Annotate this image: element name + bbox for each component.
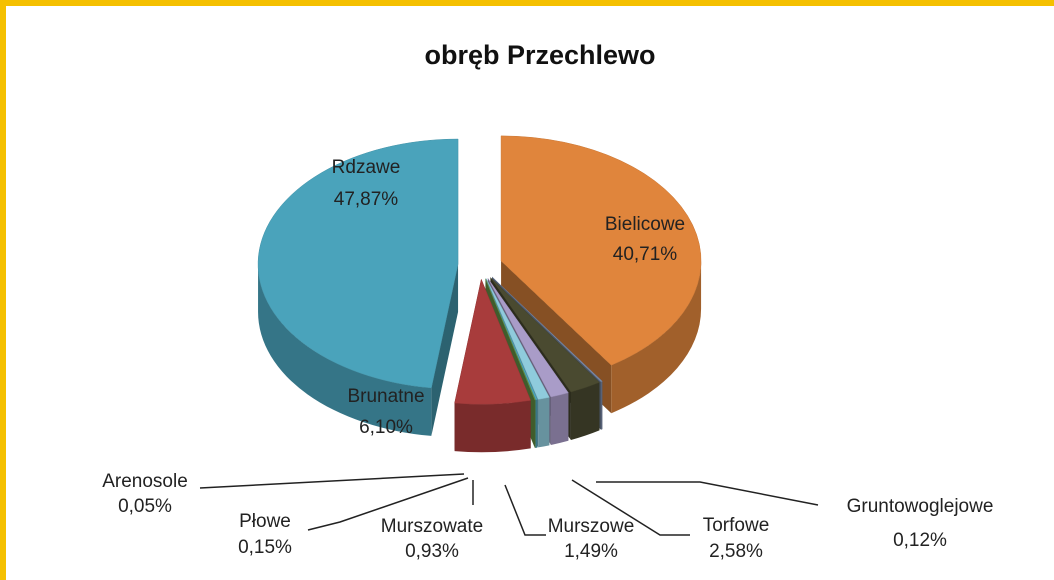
- slice-side: [601, 381, 603, 430]
- category-label: Murszowate: [381, 516, 483, 537]
- leader-line: [307, 477, 469, 531]
- slice: [257, 138, 459, 389]
- category-label: Gruntowoglejowe: [847, 496, 994, 517]
- pie: [257, 135, 702, 453]
- slice-side: [570, 382, 600, 441]
- category-label: Bielicowe: [605, 214, 685, 235]
- category-label: Rdzawe: [332, 157, 401, 178]
- value-label: 0,12%: [893, 530, 947, 551]
- slice-side: [538, 397, 550, 448]
- slice-side: [611, 260, 702, 414]
- border-left: [0, 0, 6, 580]
- slice: [490, 277, 600, 393]
- value-label: 1,49%: [564, 541, 618, 562]
- leader-line: [504, 484, 546, 536]
- chart-title: obręb Przechlewo: [424, 40, 655, 70]
- value-label: 2,58%: [709, 541, 763, 562]
- slice: [500, 135, 702, 366]
- category-label: Arenosole: [102, 471, 188, 492]
- labels: Bielicowe 40,71% Gruntowoglejowe 0,12% Torfo…: [102, 157, 993, 562]
- category-label: Murszowe: [548, 516, 635, 537]
- value-label: 40,71%: [613, 244, 678, 265]
- leader-line: [199, 473, 465, 489]
- value-label: 0,93%: [405, 541, 459, 562]
- slice: [485, 278, 536, 401]
- slice-side: [258, 264, 432, 436]
- slice-side: [550, 392, 569, 445]
- slice-side: [454, 400, 531, 453]
- slice-side: [534, 399, 536, 448]
- leader-line: [571, 479, 690, 536]
- slice: [487, 278, 569, 398]
- value-label: 6,10%: [359, 417, 413, 438]
- value-label: 0,15%: [238, 537, 292, 558]
- border-top: [0, 0, 1054, 6]
- slice: [491, 276, 603, 383]
- slice-side: [535, 399, 538, 448]
- value-label: 47,87%: [334, 189, 399, 210]
- category-label: Brunatne: [347, 386, 424, 407]
- value-label: 0,05%: [118, 496, 172, 517]
- slice: [486, 278, 550, 400]
- slice-edge: [431, 264, 459, 436]
- category-label: Płowe: [239, 511, 291, 532]
- slice: [454, 278, 531, 405]
- category-label: Torfowe: [703, 515, 770, 536]
- leader-line: [596, 481, 819, 506]
